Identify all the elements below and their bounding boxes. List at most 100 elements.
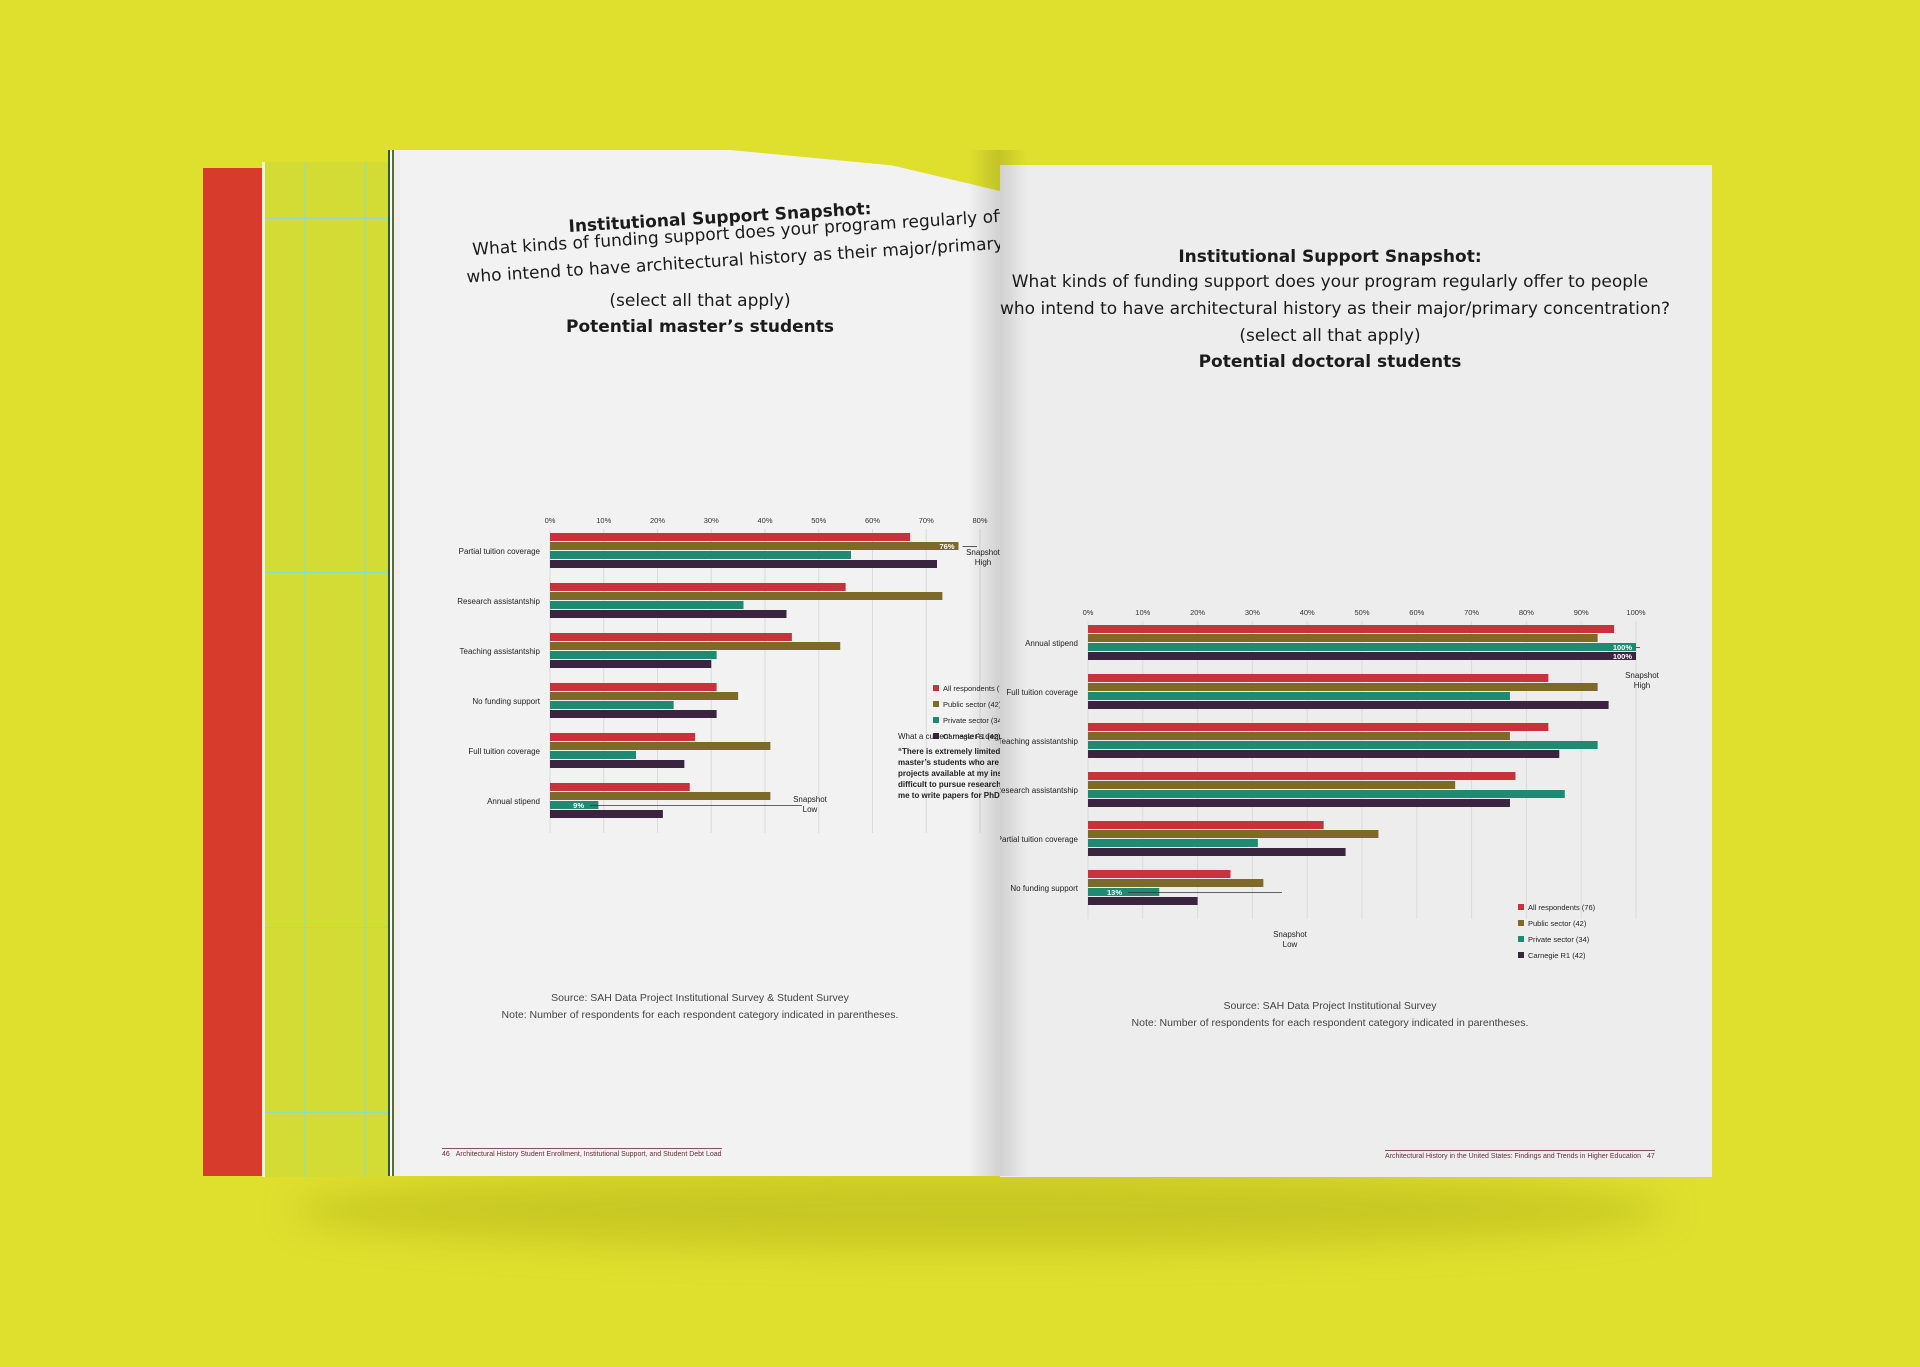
tick-label: 10% <box>596 516 611 525</box>
bar <box>1088 790 1565 798</box>
legend-label: All respondents (76) <box>943 684 1000 693</box>
insert-gridline <box>365 162 366 1177</box>
bar <box>1088 888 1160 896</box>
category-label: Full tuition coverage <box>1006 688 1078 697</box>
bar <box>1088 652 1636 660</box>
legend-label: Public sector (42) <box>943 700 1000 709</box>
left-question-line3: (select all that apply) <box>609 291 791 311</box>
quote-line: “There is extremely limited fundi <box>898 747 1000 756</box>
data-label: 76% <box>939 542 954 551</box>
yellow-insert-page <box>262 162 405 1177</box>
bar <box>1088 741 1598 749</box>
bar <box>1088 701 1609 709</box>
data-label: 100% <box>1613 643 1633 652</box>
left-footer: 46 Architectural History Student Enrollm… <box>442 1148 722 1158</box>
quote-intro: What a current master’s degree stu <box>898 732 1000 741</box>
bar <box>550 810 663 818</box>
bar <box>550 551 851 559</box>
category-label: Partial tuition coverage <box>1000 835 1079 844</box>
data-label: 9% <box>573 801 584 810</box>
tick-label: 50% <box>1354 608 1369 617</box>
quote-line: difficult to pursue research that w <box>898 780 1000 789</box>
snapshot-high-label: High <box>1634 681 1650 690</box>
bar <box>1088 830 1379 838</box>
bar <box>550 801 599 809</box>
bar <box>550 592 943 600</box>
legend-swatch <box>933 701 939 707</box>
right-source-text: Source: SAH Data Project Institutional S… <box>1223 1000 1437 1012</box>
quote-block: What a current master’s degree stu “Ther… <box>898 731 1000 801</box>
insert-gridline <box>265 927 405 928</box>
left-source: Source: SAH Data Project Institutional S… <box>400 990 1000 1024</box>
bar <box>1088 723 1549 731</box>
legend-label: All respondents (76) <box>1528 903 1596 912</box>
tick-label: 60% <box>1409 608 1424 617</box>
bar <box>1088 821 1324 829</box>
bar <box>1088 634 1598 642</box>
insert-gridline <box>265 572 405 573</box>
bar <box>1088 897 1198 905</box>
tick-label: 70% <box>919 516 934 525</box>
snapshot-low-label: Low <box>803 805 818 814</box>
category-label: Full tuition coverage <box>468 747 540 756</box>
snapshot-high-label: Snapshot <box>966 548 1000 557</box>
category-label: Partial tuition coverage <box>459 547 541 556</box>
bar <box>550 583 846 591</box>
book-shadow <box>290 1170 1670 1250</box>
data-label: 100% <box>1613 652 1633 661</box>
book-gutter-shadow <box>968 150 1028 1176</box>
tick-label: 50% <box>811 516 826 525</box>
legend-swatch <box>1518 904 1524 910</box>
bar <box>550 751 636 759</box>
category-label: Research assistantship <box>1000 786 1079 795</box>
bar <box>550 633 792 641</box>
tick-label: 40% <box>1300 608 1315 617</box>
category-label: Teaching assistantship <box>460 647 541 656</box>
bar <box>1088 799 1510 807</box>
tick-label: 0% <box>545 516 556 525</box>
legend-swatch <box>933 733 939 739</box>
bar <box>550 692 739 700</box>
tick-label: 0% <box>1083 608 1094 617</box>
quote-line: master’s students who are workin <box>898 758 1000 767</box>
tick-label: 60% <box>865 516 880 525</box>
bar <box>1088 625 1615 633</box>
left-subtitle: Potential master’s students <box>565 317 834 337</box>
tick-label: 80% <box>972 516 987 525</box>
bar <box>550 742 771 750</box>
right-page-number: 47 <box>1646 1153 1655 1160</box>
bar <box>1088 879 1264 887</box>
bar <box>1088 692 1510 700</box>
legend-swatch <box>933 717 939 723</box>
right-footer-text: Architectural History in the United Stat… <box>1385 1153 1642 1160</box>
bar <box>550 542 959 550</box>
bar <box>550 660 712 668</box>
tick-label: 20% <box>650 516 665 525</box>
bar <box>1088 848 1346 856</box>
bar <box>550 783 690 791</box>
quote-line: me to write papers for PhD applic <box>898 791 1000 800</box>
tick-label: 70% <box>1464 608 1479 617</box>
tick-label: 10% <box>1135 608 1150 617</box>
category-label: Research assistantship <box>457 597 540 606</box>
doctoral-chart: 0% 10% 20% 30% 40% 50% 60% 70% 80% 90% 100% Annual … <box>1000 608 1660 960</box>
quote-line: projects available at my institution <box>898 769 1000 778</box>
right-note-text: Note: Number of respondents for each res… <box>1131 1017 1529 1029</box>
tick-label: 80% <box>1519 608 1534 617</box>
legend-swatch <box>933 685 939 691</box>
right-question-line1: What kinds of funding support does your … <box>1011 272 1649 292</box>
insert-gridline <box>265 1112 405 1113</box>
masters-chart: 0% 10% 20% 30% 40% 50% 60% 70% 80% Partial tuitio… <box>457 516 1000 833</box>
snapshot-high-label: Snapshot <box>1625 671 1660 680</box>
legend-label: Public sector (42) <box>1528 919 1587 928</box>
snapshot-low-label: Low <box>1283 940 1298 949</box>
bar <box>1088 643 1636 651</box>
right-question-line3: (select all that apply) <box>1239 326 1421 346</box>
right-footer: Architectural History in the United Stat… <box>1385 1150 1655 1160</box>
data-label: 13% <box>1107 888 1122 897</box>
snapshot-high-label: High <box>975 558 991 567</box>
right-title: Institutional Support Snapshot: <box>1178 247 1482 267</box>
bar <box>1088 839 1258 847</box>
legend-swatch <box>1518 936 1524 942</box>
left-note-text: Note: Number of respondents for each res… <box>501 1009 899 1021</box>
